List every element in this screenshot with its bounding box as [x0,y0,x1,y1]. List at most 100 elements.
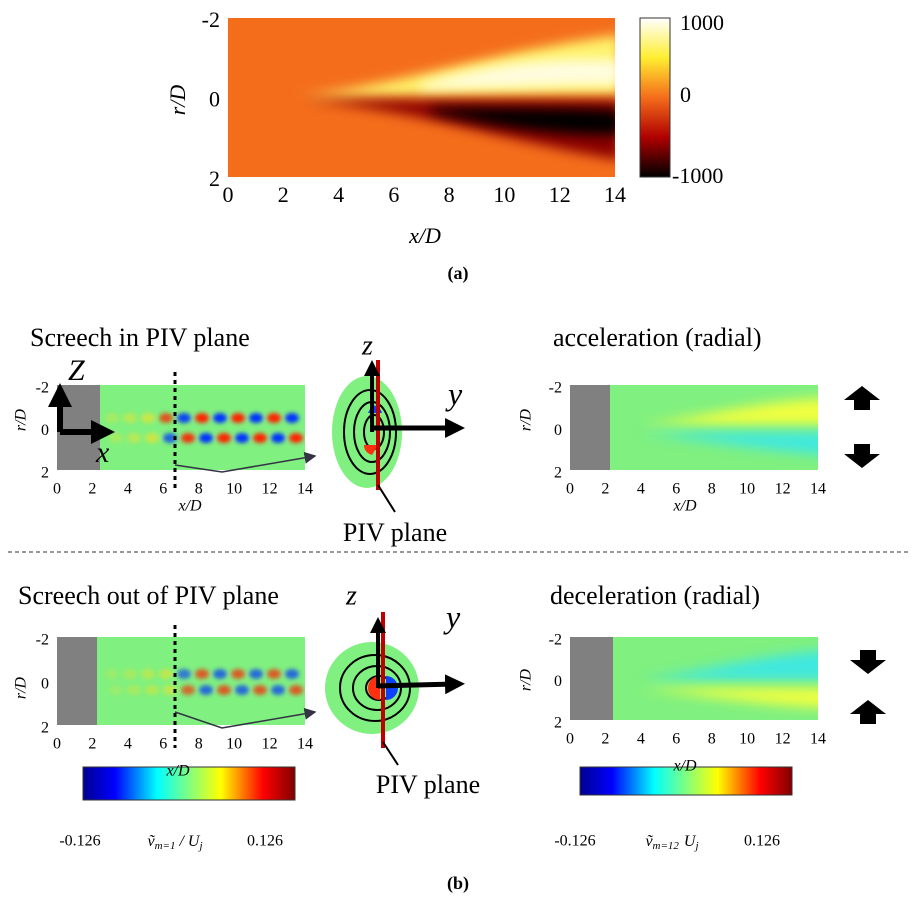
x-label: x/D [408,223,441,248]
axis-name: y [443,598,461,634]
field-blob [123,669,137,679]
field-blob [181,433,195,443]
x-label: x/D [672,758,697,775]
field-blob [199,433,213,443]
axis-name: x [95,436,110,469]
y-tick-label: 2 [41,720,49,737]
x-tick-label: 6 [672,481,680,498]
field-blob [145,685,159,695]
colorbar-min: -0.126 [59,833,100,850]
x-tick-label: 14 [810,481,826,498]
colorbar [640,18,670,177]
x-tick-label: 8 [444,182,455,207]
y-tick-label: -2 [36,632,49,649]
x-tick-label: 8 [195,481,203,498]
y-tick-label: -2 [36,380,49,397]
y-label: r/D [518,408,535,431]
y-tick-label: -2 [549,632,562,649]
x-tick-label: 12 [262,736,278,753]
field-blob [285,413,299,423]
panel-title: deceleration (radial) [550,581,760,610]
x-tick-label: 6 [159,736,167,753]
y-tick-label: 2 [41,465,49,482]
x-tick-label: 4 [333,182,344,207]
field-blob [253,433,267,443]
y-tick-label: 2 [554,465,562,482]
field-blob [235,685,249,695]
x-tick-label: 4 [124,481,132,498]
field-blob [127,685,141,695]
x-tick-label: 12 [262,481,278,498]
x-tick-label: 10 [739,481,755,498]
field-blob [271,685,285,695]
field-blob [285,669,299,679]
x-tick-label: 10 [739,731,755,748]
x-tick-label: 2 [278,182,289,207]
colorbar-tick: 1000 [680,10,724,35]
y-label: r/D [13,408,30,431]
panel-title: Screech in PIV plane [30,323,250,352]
y-label: r/D [165,85,190,116]
y-tick-label: 0 [554,673,562,690]
plane-label: PIV plane [343,518,447,547]
axis-name: y [445,375,463,411]
x-tick-label: 12 [775,731,791,748]
panel-title: Screech out of PIV plane [18,581,279,610]
x-tick-label: 0 [566,481,574,498]
y-tick-label: 2 [554,715,562,732]
field-blob [213,413,227,423]
x-tick-label: 8 [708,481,716,498]
field-blob [105,413,119,423]
field-blob [249,413,263,423]
heatmap [228,18,620,177]
x-label: x/D [177,498,202,515]
direction-arrow [844,444,880,468]
x-tick-label: 4 [637,731,645,748]
heatmap [570,385,830,470]
y-label: r/D [518,668,535,691]
x-tick-label: 14 [810,731,826,748]
y-tick-label: 0 [41,422,49,439]
direction-arrow [850,650,886,674]
y-tick-label: 2 [209,166,220,191]
field-blob [235,433,249,443]
colorbar-max: 0.126 [744,833,780,850]
direction-arrow [844,386,880,410]
x-tick-label: 2 [88,736,96,753]
x-label: x/D [165,763,190,780]
heatmap [57,637,305,725]
field-blob [249,669,263,679]
field-blob [267,669,281,679]
x-tick-label: 2 [601,731,609,748]
field-blob [177,413,191,423]
x-tick-label: 6 [159,481,167,498]
schematic [332,360,455,512]
field-blob [231,669,245,679]
plane-label: PIV plane [376,770,480,799]
field-blob [271,433,285,443]
field-blob [181,685,195,695]
field-blob [253,685,267,695]
x-tick-label: 4 [637,481,645,498]
y-tick-label: 0 [41,676,49,693]
colorbar-tick: -1000 [672,163,723,188]
field-blob [217,685,231,695]
x-tick-label: 8 [195,736,203,753]
field-blob [109,433,123,443]
x-tick-label: 6 [388,182,399,207]
x-tick-label: 14 [297,481,313,498]
direction-arrow [850,700,886,724]
field-blob [123,413,137,423]
x-label: x/D [672,498,697,515]
y-tick-label: -2 [202,7,220,32]
field-blob [141,669,155,679]
field-blob [177,669,191,679]
x-tick-label: 10 [226,736,242,753]
field-blob [145,433,159,443]
field-blob [127,433,141,443]
colorbar-label: ṽm=1/ Uj [147,833,202,852]
x-tick-label: 4 [124,736,132,753]
x-tick-label: 10 [226,481,242,498]
caption: (b) [447,873,469,894]
x-tick-label: 6 [672,731,680,748]
